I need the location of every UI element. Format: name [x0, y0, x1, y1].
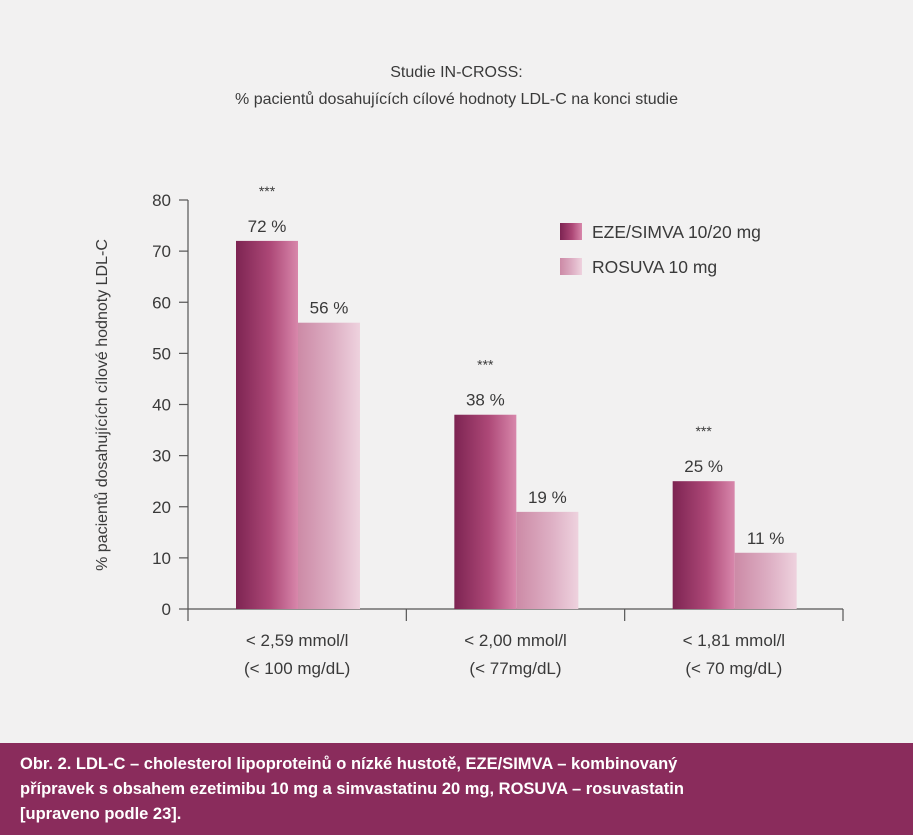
y-tick-label: 10 [152, 549, 171, 568]
caption-line-3: [upraveno podle 23]. [20, 805, 182, 823]
chart-panel: Studie IN-CROSS: % pacientů dosahujících… [0, 0, 913, 743]
bar-value-label: 38 % [466, 391, 505, 410]
legend-label: EZE/SIMVA 10/20 mg [592, 222, 761, 242]
bar-value-label: 56 % [310, 299, 349, 318]
y-tick-label: 60 [152, 293, 171, 312]
legend-label: ROSUVA 10 mg [592, 257, 717, 277]
chart-subtitle: % pacientů dosahujících cílové hodnoty L… [235, 91, 678, 108]
x-category-label: (< 77mg/dL) [469, 659, 561, 678]
y-tick-label: 80 [152, 191, 171, 210]
y-tick-label: 20 [152, 498, 171, 517]
y-tick-label: 50 [152, 344, 171, 363]
x-category-label: < 2,00 mmol/l [464, 631, 567, 650]
bar [672, 481, 735, 609]
significance-mark: *** [477, 357, 494, 373]
bar [236, 240, 298, 609]
x-category-label: (< 100 mg/dL) [244, 659, 350, 678]
y-tick-label: 40 [152, 396, 171, 415]
significance-mark: *** [259, 183, 276, 199]
caption-line-1: Obr. 2. LDL-C – cholesterol lipoproteinů… [20, 755, 678, 773]
caption-line-2: přípravek s obsahem ezetimibu 10 mg a si… [20, 780, 684, 798]
bar-value-label: 11 % [747, 529, 785, 548]
y-axis-label: % pacientů dosahujících cílové hodnoty L… [93, 239, 111, 571]
x-category-label: < 2,59 mmol/l [246, 631, 349, 650]
legend-swatch [560, 258, 582, 275]
y-tick-label: 30 [152, 447, 171, 466]
bar [734, 552, 797, 609]
y-tick-label: 70 [152, 242, 171, 261]
bar [298, 322, 360, 609]
bar [454, 414, 517, 609]
bar-value-label: 25 % [684, 457, 723, 476]
bar-value-label: 72 % [248, 217, 287, 236]
x-category-label: (< 70 mg/dL) [685, 659, 782, 678]
bar-value-label: 19 % [528, 488, 567, 507]
figure-caption: Obr. 2. LDL-C – cholesterol lipoproteinů… [0, 743, 913, 835]
significance-mark: *** [695, 423, 712, 439]
x-category-label: < 1,81 mmol/l [683, 631, 786, 650]
bar [516, 511, 579, 609]
chart-title: Studie IN-CROSS: [390, 64, 523, 81]
legend-swatch [560, 223, 582, 240]
y-tick-label: 0 [162, 600, 171, 619]
bar-chart: 0 10 20 30 40 50 60 70 80 % pacientů dosahujících… [93, 183, 844, 678]
